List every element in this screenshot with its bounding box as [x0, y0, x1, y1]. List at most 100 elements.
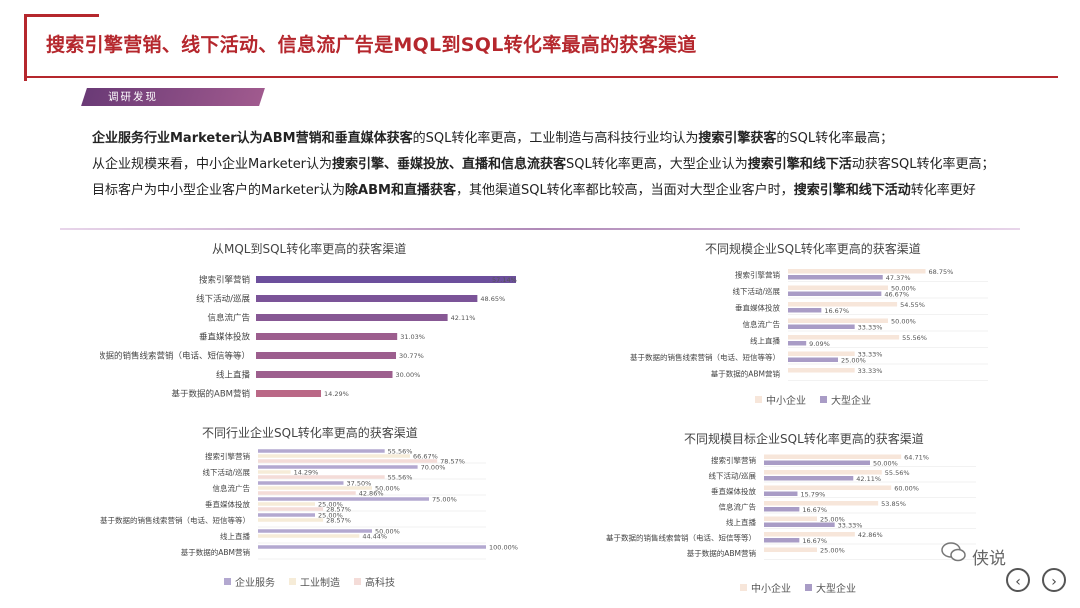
data-label: 42.11% — [451, 314, 476, 322]
finding-highlight: 搜索引擎、垂媒投放、直播和信息流获客 — [332, 157, 567, 172]
data-label: 33.33% — [858, 323, 883, 331]
category-label: 信息流广告 — [207, 313, 250, 324]
legend-swatch — [289, 578, 296, 585]
data-label: 37.50% — [347, 480, 372, 488]
bar — [258, 470, 291, 474]
bar — [258, 529, 372, 533]
data-label: 25.00% — [318, 501, 343, 509]
findings-text: 企业服务行业Marketer认为ABM营销和垂直媒体获客的SQL转化率更高，工业… — [92, 126, 1052, 204]
page-title: 搜索引擎营销、线下活动、信息流广告是MQL到SQL转化率最高的获客渠道 — [46, 34, 697, 56]
category-label: 基于数据的ABM营销 — [172, 389, 251, 400]
finding-text: ，其他渠道SQL转化率都比较高，当面对大型企业客户时， — [455, 183, 794, 198]
category-label: 搜索引擎营销 — [735, 269, 780, 279]
data-label: 50.00% — [375, 485, 400, 493]
finding-text: 转化率更好 — [910, 183, 976, 198]
category-label: 垂直媒体投放 — [711, 486, 756, 496]
bar — [788, 368, 855, 373]
finding-text: 从企业规模来看，中小企业Marketer认为 — [92, 157, 333, 172]
bar — [258, 513, 315, 517]
chart-size-panel: 不同规模企业SQL转化率更高的获客渠道 搜索引擎营销 68.75% 47.37% 线下… — [590, 236, 1010, 416]
data-label: 30.00% — [396, 371, 421, 379]
bar — [258, 475, 385, 479]
category-label: 信息流广告 — [213, 483, 251, 493]
bar — [258, 459, 438, 463]
data-label: 55.56% — [902, 334, 927, 342]
legend-item: 高科技 — [354, 574, 395, 589]
chart-title: 不同行业企业SQL转化率更高的获客渠道 — [202, 426, 418, 440]
data-label: 25.00% — [820, 546, 845, 554]
data-label: 60.00% — [894, 484, 919, 492]
bar — [256, 390, 322, 397]
category-label: 垂直媒体投放 — [205, 499, 250, 509]
finding-highlight: 搜索引擎和线下活 — [747, 157, 852, 172]
bar — [788, 341, 807, 346]
bar — [256, 352, 397, 359]
category-label: 基于数据的销售线索营销（电话、短信等等） — [630, 352, 780, 362]
watermark: 侠说 — [972, 549, 1006, 569]
bar — [764, 501, 879, 506]
chart-legend: 中小企业 大型企业 — [755, 392, 871, 407]
legend-item: 企业服务 — [224, 574, 275, 589]
next-page-button[interactable]: › — [1042, 568, 1066, 592]
legend-label: 企业服务 — [235, 578, 275, 589]
chart-overall: 搜索引擎营销 57.14% 线下活动/巡展 48.65% 信息流广告 42.11% 垂直媒体… — [100, 275, 517, 400]
category-label: 搜索引擎营销 — [199, 275, 251, 286]
data-label: 100.00% — [489, 544, 518, 552]
bar — [256, 276, 516, 283]
finding-highlight: 搜索引擎获客 — [698, 131, 777, 146]
data-label: 50.00% — [891, 317, 916, 325]
legend-item: 大型企业 — [820, 392, 871, 407]
chart-by-size: 搜索引擎营销 68.75%47.37%线下活动/巡展 50.00%46.67%垂直媒… — [630, 268, 988, 381]
data-label: 42.86% — [858, 531, 883, 539]
category-label: 线上直播 — [220, 531, 250, 541]
bar — [788, 324, 855, 329]
bar — [788, 308, 822, 313]
finding-text: SQL转化率更高，大型企业认为 — [566, 157, 748, 172]
legend-swatch — [740, 584, 747, 591]
category-label: 线下活动/巡展 — [196, 294, 250, 305]
data-label: 78.57% — [440, 458, 465, 466]
prev-page-button[interactable]: ‹ — [1006, 568, 1030, 592]
finding-highlight: 搜索引擎和线下活动 — [793, 183, 911, 198]
data-label: 46.67% — [884, 290, 909, 298]
legend-label: 工业制造 — [300, 578, 340, 589]
data-label: 16.67% — [824, 307, 849, 315]
category-label: 垂直媒体投放 — [199, 332, 251, 343]
data-label: 68.75% — [929, 268, 954, 276]
bar — [788, 275, 883, 280]
bar — [788, 269, 926, 274]
category-label: 线上直播 — [726, 517, 756, 527]
finding-line: 目标客户为中小型企业客户的Marketer认为除ABM和直播获客，其他渠道SQL… — [92, 178, 1052, 204]
bar — [764, 538, 800, 543]
data-label: 47.37% — [886, 274, 911, 282]
legend-swatch — [805, 584, 812, 591]
bar — [788, 351, 855, 356]
bar — [764, 485, 892, 490]
data-label: 50.00% — [873, 459, 898, 467]
category-label: 基于数据的销售线索营销（电话、短信等等） — [100, 351, 250, 362]
bar — [764, 507, 800, 512]
bar — [258, 534, 360, 538]
data-label: 33.33% — [858, 350, 883, 358]
category-label: 线下活动/巡展 — [732, 286, 780, 296]
category-label: 信息流广告 — [719, 501, 757, 511]
data-label: 44.44% — [362, 533, 387, 541]
data-label: 16.67% — [802, 506, 827, 514]
data-label: 54.55% — [900, 301, 925, 309]
data-label: 66.67% — [413, 453, 438, 461]
bar — [788, 291, 882, 296]
bar — [764, 454, 902, 459]
bar — [764, 476, 854, 481]
bar — [258, 507, 324, 511]
bar — [764, 491, 798, 496]
data-label: 53.85% — [881, 500, 906, 508]
category-label: 垂直媒体投放 — [735, 302, 780, 312]
data-label: 30.77% — [399, 352, 424, 360]
bar — [764, 547, 817, 552]
title-corner-frame — [24, 14, 99, 81]
chart-overall-panel: 从MQL到SQL转化率更高的获客渠道 搜索引擎营销 57.14% 线下活动/巡展 48… — [100, 236, 560, 406]
data-label: 50.00% — [891, 284, 916, 292]
category-label: 线上直播 — [750, 335, 780, 345]
legend-swatch — [820, 396, 827, 403]
chart-target-panel: 不同规模目标企业SQL转化率更高的获客渠道 搜索引擎营销 64.71% 50.00%… — [580, 426, 1020, 598]
